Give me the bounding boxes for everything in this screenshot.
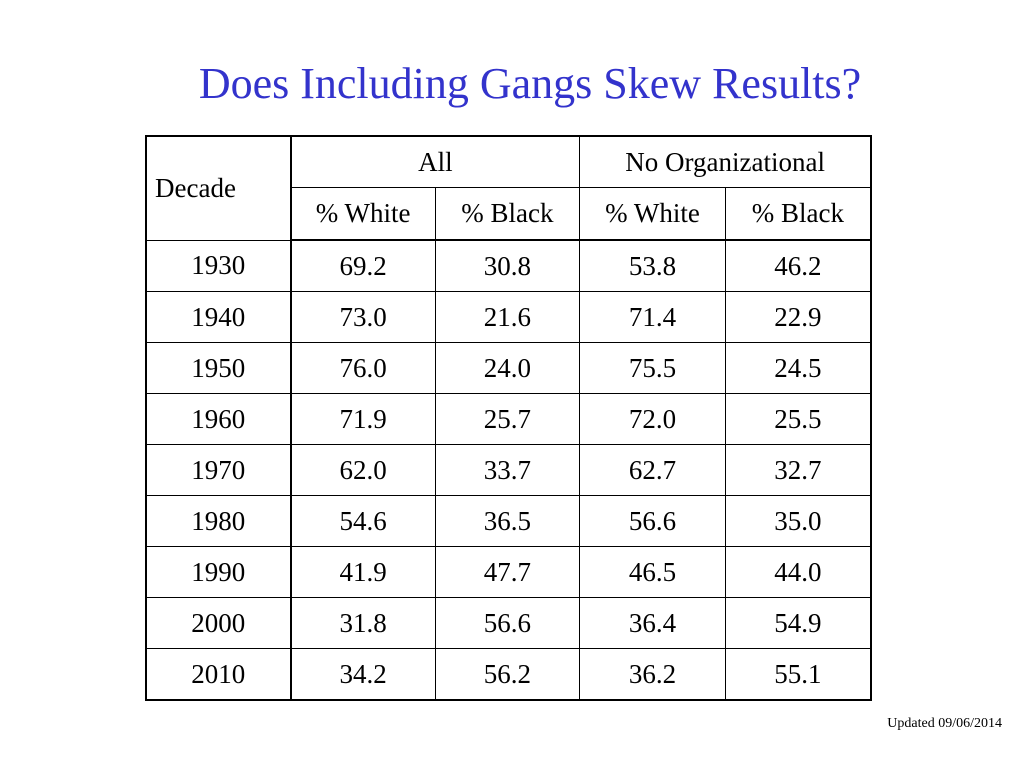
value-cell-all-white: 41.9 [290, 546, 436, 598]
updated-date: Updated 09/06/2014 [887, 716, 1002, 731]
decade-header: Decade [145, 135, 292, 241]
value-cell-all-white: 31.8 [290, 597, 436, 649]
value-cell-noorg-white: 53.8 [579, 239, 726, 292]
value-cell-noorg-white: 62.7 [579, 444, 726, 496]
table-row: 1930 69.2 30.8 53.8 46.2 [145, 239, 872, 292]
decade-cell: 2000 [145, 597, 292, 649]
value-cell-all-white: 71.9 [290, 393, 436, 445]
value-cell-noorg-white: 36.2 [579, 648, 726, 701]
value-cell-all-white: 62.0 [290, 444, 436, 496]
value-cell-all-black: 21.6 [434, 291, 581, 343]
table-body: 1930 69.2 30.8 53.8 46.2 1940 73.0 21.6 71.4 22.9… [145, 239, 872, 701]
value-cell-noorg-white: 36.4 [579, 597, 726, 649]
value-cell-all-white: 76.0 [290, 342, 436, 394]
value-cell-all-white: 73.0 [290, 291, 436, 343]
value-cell-all-black: 56.6 [434, 597, 581, 649]
table-row: 1970 62.0 33.7 62.7 32.7 [145, 444, 872, 496]
value-cell-noorg-white: 75.5 [579, 342, 726, 394]
decade-cell: 1950 [145, 342, 292, 394]
value-cell-noorg-black: 55.1 [724, 648, 872, 701]
value-cell-all-black: 56.2 [434, 648, 581, 701]
value-cell-noorg-white: 46.5 [579, 546, 726, 598]
value-cell-all-white: 54.6 [290, 495, 436, 547]
table-row: 1960 71.9 25.7 72.0 25.5 [145, 393, 872, 445]
decade-cell: 1960 [145, 393, 292, 445]
value-cell-all-black: 33.7 [434, 444, 581, 496]
group-header-row: Decade All No Organizational [145, 135, 872, 241]
value-cell-all-black: 30.8 [434, 239, 581, 292]
value-cell-noorg-black: 46.2 [724, 239, 872, 292]
value-cell-all-white: 69.2 [290, 239, 436, 292]
value-cell-noorg-black: 54.9 [724, 597, 872, 649]
table-row: 2000 31.8 56.6 36.4 54.9 [145, 597, 872, 649]
decade-cell: 2010 [145, 648, 292, 701]
decade-cell: 1990 [145, 546, 292, 598]
decade-cell: 1980 [145, 495, 292, 547]
value-cell-noorg-black: 32.7 [724, 444, 872, 496]
decade-cell: 1970 [145, 444, 292, 496]
decade-race-table: Decade All No Organizational % White % B… [145, 135, 872, 701]
value-cell-noorg-black: 24.5 [724, 342, 872, 394]
sub-header-all-white: % White [290, 187, 436, 241]
table-row: 1990 41.9 47.7 46.5 44.0 [145, 546, 872, 598]
table-row: 1950 76.0 24.0 75.5 24.5 [145, 342, 872, 394]
value-cell-noorg-black: 35.0 [724, 495, 872, 547]
slide-title: Does Including Gangs Skew Results? [198, 59, 862, 108]
table-row: 1980 54.6 36.5 56.6 35.0 [145, 495, 872, 547]
value-cell-noorg-black: 44.0 [724, 546, 872, 598]
value-cell-noorg-white: 72.0 [579, 393, 726, 445]
decade-cell: 1930 [145, 239, 292, 292]
value-cell-noorg-white: 56.6 [579, 495, 726, 547]
sub-header-row: % White % Black % White % Black [146, 187, 872, 241]
decade-cell: 1940 [145, 291, 292, 343]
sub-header-noorg-white: % White [579, 187, 726, 241]
table-row: 2010 34.2 56.2 36.2 55.1 [145, 648, 872, 701]
value-cell-all-black: 25.7 [434, 393, 581, 445]
group-header-all: All [290, 135, 581, 188]
value-cell-all-black: 24.0 [434, 342, 581, 394]
value-cell-noorg-black: 22.9 [724, 291, 872, 343]
value-cell-all-black: 36.5 [434, 495, 581, 547]
group-header-no-organizational: No Organizational [579, 135, 872, 188]
table-row: 1940 73.0 21.6 71.4 22.9 [145, 291, 872, 343]
sub-header-all-black: % Black [434, 187, 581, 241]
value-cell-all-black: 47.7 [434, 546, 581, 598]
sub-header-noorg-black: % Black [724, 187, 872, 241]
value-cell-noorg-white: 71.4 [579, 291, 726, 343]
value-cell-all-white: 34.2 [290, 648, 436, 701]
value-cell-noorg-black: 25.5 [724, 393, 872, 445]
